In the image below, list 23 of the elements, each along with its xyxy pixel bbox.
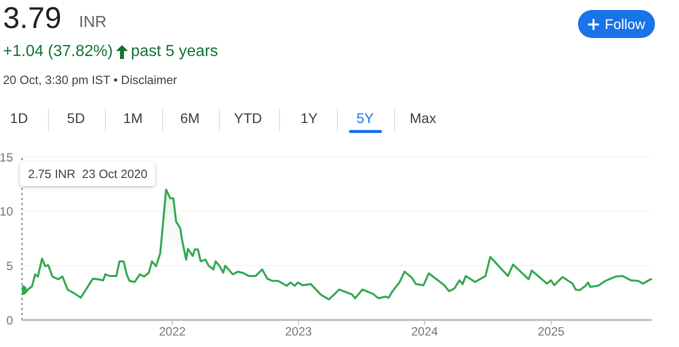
- text: 20 Oct, 3:30 pm IST • Disclaimer: [3, 73, 178, 87]
- text: 5D: [66, 110, 86, 126]
- text: Max: [408, 110, 438, 126]
- x-tick-label: 2022: [158, 324, 186, 339]
- text: INR: [79, 14, 107, 32]
- y-tick-label: 10: [0, 204, 14, 219]
- text: 5Y: [355, 110, 375, 126]
- x-tick-label: 2024: [411, 324, 438, 339]
- text: Follow: [604, 16, 646, 32]
- chart-title: 3.79: [3, 2, 62, 36]
- x-tick-label: 2023: [285, 324, 312, 339]
- chart-subtitle: +1.04 (37.82%): [3, 43, 113, 61]
- x-tick-label: 2025: [538, 324, 565, 339]
- text: 1D: [9, 110, 29, 126]
- text: 1Y: [299, 110, 319, 126]
- y-tick-label: 5: [6, 258, 14, 273]
- annotation: 2.75 INR 23 Oct 2020: [20, 162, 156, 186]
- text: past 5 years: [130, 43, 218, 61]
- text: 1M: [122, 110, 144, 126]
- y-tick-label: 15: [0, 150, 14, 164]
- text: 6M: [179, 110, 201, 126]
- text: YTD: [233, 110, 263, 126]
- y-tick-label: 0: [6, 313, 14, 328]
